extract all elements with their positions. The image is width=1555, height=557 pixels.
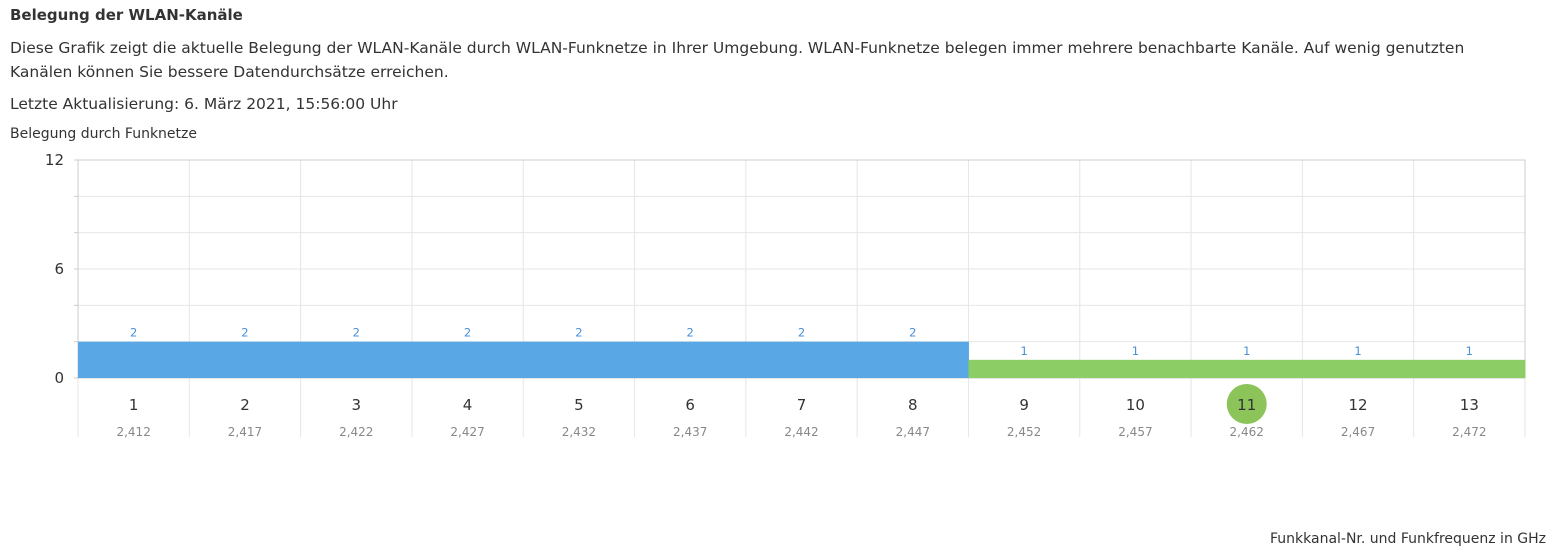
- x-tick-label-frequency: 2,432: [562, 425, 596, 439]
- data-label: 2: [241, 326, 248, 340]
- x-tick-label-channel: 10: [1126, 396, 1145, 414]
- data-label: 2: [687, 326, 694, 340]
- x-tick-label-frequency: 2,437: [673, 425, 707, 439]
- x-tick-label-channel: 1: [129, 396, 139, 414]
- x-tick-label-frequency: 2,417: [228, 425, 262, 439]
- last-update-text: Letzte Aktualisierung: 6. März 2021, 15:…: [10, 95, 398, 113]
- data-label: 2: [353, 326, 360, 340]
- bar-channel-8: [857, 341, 969, 378]
- page-description: Diese Grafik zeigt die aktuelle Belegung…: [10, 39, 1465, 81]
- y-tick-label: 0: [54, 369, 64, 387]
- x-tick-label-channel: 5: [574, 396, 584, 414]
- x-tick-label-frequency: 2,422: [339, 425, 373, 439]
- y-tick-label: 12: [45, 151, 64, 169]
- bar-channel-5: [523, 341, 636, 378]
- data-label: 1: [1243, 344, 1250, 358]
- x-tick-label-channel: 8: [908, 396, 918, 414]
- bar-channel-10: [1079, 359, 1192, 378]
- bar-channel-13: [1413, 359, 1526, 378]
- x-tick-label-channel: 7: [797, 396, 807, 414]
- bar-channel-1: [78, 341, 190, 378]
- bar-channel-4: [411, 341, 524, 378]
- x-tick-label-channel: 2: [240, 396, 250, 414]
- data-label: 2: [464, 326, 471, 340]
- bar-channel-2: [189, 341, 302, 378]
- data-label: 1: [1020, 344, 1027, 358]
- x-tick-label-channel: 11: [1237, 396, 1256, 414]
- bar-channel-7: [745, 341, 858, 378]
- x-axis-title: Funkkanal-Nr. und Funkfrequenz in GHz: [1269, 531, 1546, 547]
- x-tick-label-frequency: 2,412: [116, 425, 150, 439]
- x-tick-label-frequency: 2,472: [1452, 425, 1486, 439]
- x-tick-label-frequency: 2,442: [784, 425, 818, 439]
- x-tick-label-channel: 3: [351, 396, 361, 414]
- x-tick-label-frequency: 2,467: [1341, 425, 1375, 439]
- x-tick-label-frequency: 2,462: [1230, 425, 1264, 439]
- data-label: 2: [130, 326, 137, 340]
- x-tick-label-frequency: 2,447: [896, 425, 930, 439]
- page-title: Belegung der WLAN-Kanäle: [10, 6, 243, 24]
- x-tick-label-channel: 12: [1348, 396, 1367, 414]
- x-tick-label-frequency: 2,457: [1118, 425, 1152, 439]
- highlighted-channel-marker: [1226, 384, 1267, 424]
- x-tick-label-channel: 4: [463, 396, 473, 414]
- x-tick-label-frequency: 2,427: [450, 425, 484, 439]
- data-label: 1: [1354, 344, 1361, 358]
- x-tick-label-channel: 6: [685, 396, 695, 414]
- bar-channel-6: [634, 341, 747, 378]
- data-label: 2: [798, 326, 805, 340]
- data-label: 2: [575, 326, 582, 340]
- x-tick-label-frequency: 2,452: [1007, 425, 1041, 439]
- data-label: 1: [1132, 344, 1139, 358]
- bar-channel-12: [1302, 359, 1415, 378]
- y-tick-label: 6: [54, 260, 64, 278]
- data-label: 2: [909, 326, 916, 340]
- bar-channel-3: [300, 341, 413, 378]
- x-tick-label-channel: 13: [1460, 396, 1479, 414]
- bar-channel-11: [1191, 359, 1303, 378]
- data-label: 1: [1466, 344, 1473, 358]
- y-axis-title: Belegung durch Funknetze: [10, 126, 197, 142]
- bar-channel-9: [968, 359, 1081, 378]
- x-tick-label-channel: 9: [1019, 396, 1029, 414]
